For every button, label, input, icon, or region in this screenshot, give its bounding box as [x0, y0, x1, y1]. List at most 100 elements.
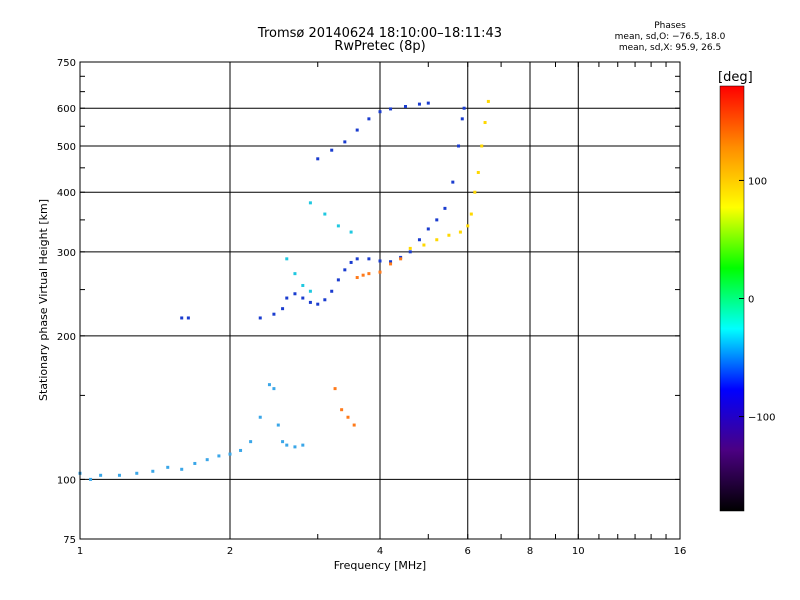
data-point [473, 190, 477, 194]
data-point [480, 144, 484, 148]
data-points-layer [78, 99, 490, 481]
colorbar-label: [deg] [718, 70, 753, 85]
data-point [272, 387, 276, 391]
data-point [460, 117, 464, 121]
data-point [417, 102, 421, 106]
data-point [135, 471, 139, 475]
data-point [239, 448, 243, 452]
data-point [483, 121, 487, 125]
data-point [272, 312, 276, 316]
phase-stats: Phases mean, sd,O: −76.5, 18.0 mean, sd,… [600, 21, 740, 54]
chart-title: Tromsø 20140624 18:10:00–18:11:43 [257, 26, 503, 41]
series-cyan-traces [285, 201, 353, 293]
data-point [205, 458, 209, 462]
x-tick-label: 10 [572, 546, 585, 557]
data-point [389, 107, 393, 111]
data-point [389, 260, 393, 264]
colorbar-tick-label: 100 [748, 176, 767, 187]
data-point [476, 170, 480, 174]
series-f2-o-mode-upper-trace [316, 101, 430, 161]
data-point [217, 454, 221, 458]
data-point [333, 387, 337, 391]
grid-layer [80, 62, 681, 539]
data-point [308, 300, 312, 304]
data-point [293, 445, 297, 449]
data-point [346, 415, 350, 419]
y-tick-label: 75 [63, 535, 76, 546]
data-point [435, 218, 439, 222]
data-point [422, 243, 426, 247]
data-point [193, 461, 197, 465]
data-point [293, 272, 297, 276]
data-point [343, 140, 347, 144]
x-tick-label: 16 [674, 546, 687, 557]
data-point [355, 276, 359, 280]
data-point [389, 262, 393, 266]
data-point [355, 257, 359, 261]
colorbar-ticks: 100 0 −100 [739, 176, 775, 424]
x-tick-label: 1 [77, 546, 83, 557]
y-tick-label: 200 [57, 332, 76, 343]
data-point [378, 110, 382, 114]
data-point [258, 316, 262, 320]
data-point [323, 212, 327, 216]
data-point [336, 278, 340, 282]
data-point [285, 296, 289, 300]
data-point [447, 233, 451, 237]
data-point [443, 206, 447, 210]
y-tick-label: 600 [57, 104, 76, 115]
phase-o-stats: mean, sd,O: −76.5, 18.0 [614, 32, 726, 42]
data-point [316, 157, 320, 161]
colorbar-tick-label: 0 [748, 295, 754, 306]
data-point [469, 212, 473, 216]
phase-heading: Phases [654, 21, 686, 31]
data-point [355, 128, 359, 132]
data-point [349, 260, 353, 264]
data-point [361, 273, 365, 277]
data-point [330, 148, 334, 152]
data-point [285, 257, 289, 261]
data-point [349, 230, 353, 234]
data-point [408, 246, 412, 250]
phase-x-stats: mean, sd,X: 95.9, 26.5 [618, 43, 722, 53]
data-point [276, 423, 280, 427]
data-point [151, 469, 155, 473]
data-point [426, 101, 430, 105]
y-tick-label: 100 [57, 475, 76, 486]
data-point [258, 415, 262, 419]
data-point [301, 443, 305, 447]
data-point [249, 440, 253, 444]
data-point [408, 250, 412, 254]
data-point [367, 257, 371, 261]
data-point [301, 296, 305, 300]
series-orange-x-echoes [333, 257, 403, 427]
data-point [426, 227, 430, 231]
data-point [336, 224, 340, 228]
data-point [367, 117, 371, 121]
data-point [267, 383, 271, 387]
data-point [458, 230, 462, 234]
data-point [417, 238, 421, 242]
x-tick-label: 2 [227, 546, 233, 557]
data-point [228, 452, 232, 456]
y-tick-label: 400 [57, 188, 76, 199]
y-tick-label: 500 [57, 142, 76, 153]
data-point [367, 272, 371, 276]
x-tick-label: 6 [465, 546, 471, 557]
x-tick-label: 4 [377, 546, 383, 557]
series-f2-o-mode-lower-trace [180, 106, 466, 320]
data-point [403, 105, 407, 109]
y-tick-label: 300 [57, 248, 76, 259]
data-point [301, 283, 305, 287]
x-tick-label: 8 [527, 546, 533, 557]
data-point [486, 99, 490, 103]
data-point [352, 423, 356, 427]
data-point [435, 238, 439, 242]
data-point [378, 270, 382, 274]
x-axis-label: Frequency [MHz] [334, 559, 426, 572]
data-point [166, 465, 170, 469]
y-tick-label: 750 [57, 58, 76, 69]
colorbar-tick-label: −100 [748, 413, 775, 424]
data-point [466, 224, 470, 228]
